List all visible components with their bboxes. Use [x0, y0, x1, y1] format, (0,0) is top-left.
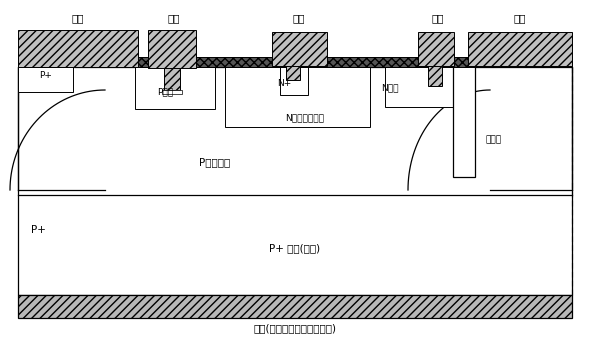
Bar: [286, 66, 300, 80]
Bar: [468, 32, 572, 66]
Text: P－阱: P－阱: [157, 88, 173, 96]
Bar: [18, 295, 572, 318]
Text: P－外延层: P－外延层: [199, 157, 230, 167]
Text: 栅极: 栅极: [168, 13, 180, 23]
Bar: [162, 90, 182, 94]
Bar: [135, 67, 215, 109]
Text: P+ 衬底(源区): P+ 衬底(源区): [269, 243, 321, 253]
Bar: [225, 67, 370, 127]
Text: N－漏区外延层: N－漏区外延层: [285, 114, 325, 123]
Text: P+: P+: [30, 225, 45, 235]
Bar: [18, 67, 73, 92]
Text: 沟道区: 沟道区: [486, 135, 502, 145]
Text: 源极: 源极: [72, 13, 84, 23]
Bar: [272, 32, 327, 66]
Text: P+: P+: [39, 70, 53, 80]
Bar: [385, 67, 457, 107]
Bar: [18, 30, 138, 67]
Text: 源极(背部金属电极，端电极): 源极(背部金属电极，端电极): [254, 323, 337, 333]
Bar: [280, 67, 308, 95]
Bar: [18, 67, 572, 295]
Text: N+: N+: [277, 80, 291, 89]
Text: 栅极: 栅极: [432, 13, 444, 23]
Bar: [428, 66, 442, 86]
Bar: [18, 57, 572, 67]
Bar: [453, 62, 475, 177]
Bar: [418, 32, 454, 66]
Bar: [148, 30, 196, 68]
Text: 漏极: 漏极: [293, 13, 305, 23]
Text: 源极: 源极: [514, 13, 526, 23]
Bar: [164, 68, 180, 90]
Text: N－阱: N－阱: [381, 84, 399, 92]
